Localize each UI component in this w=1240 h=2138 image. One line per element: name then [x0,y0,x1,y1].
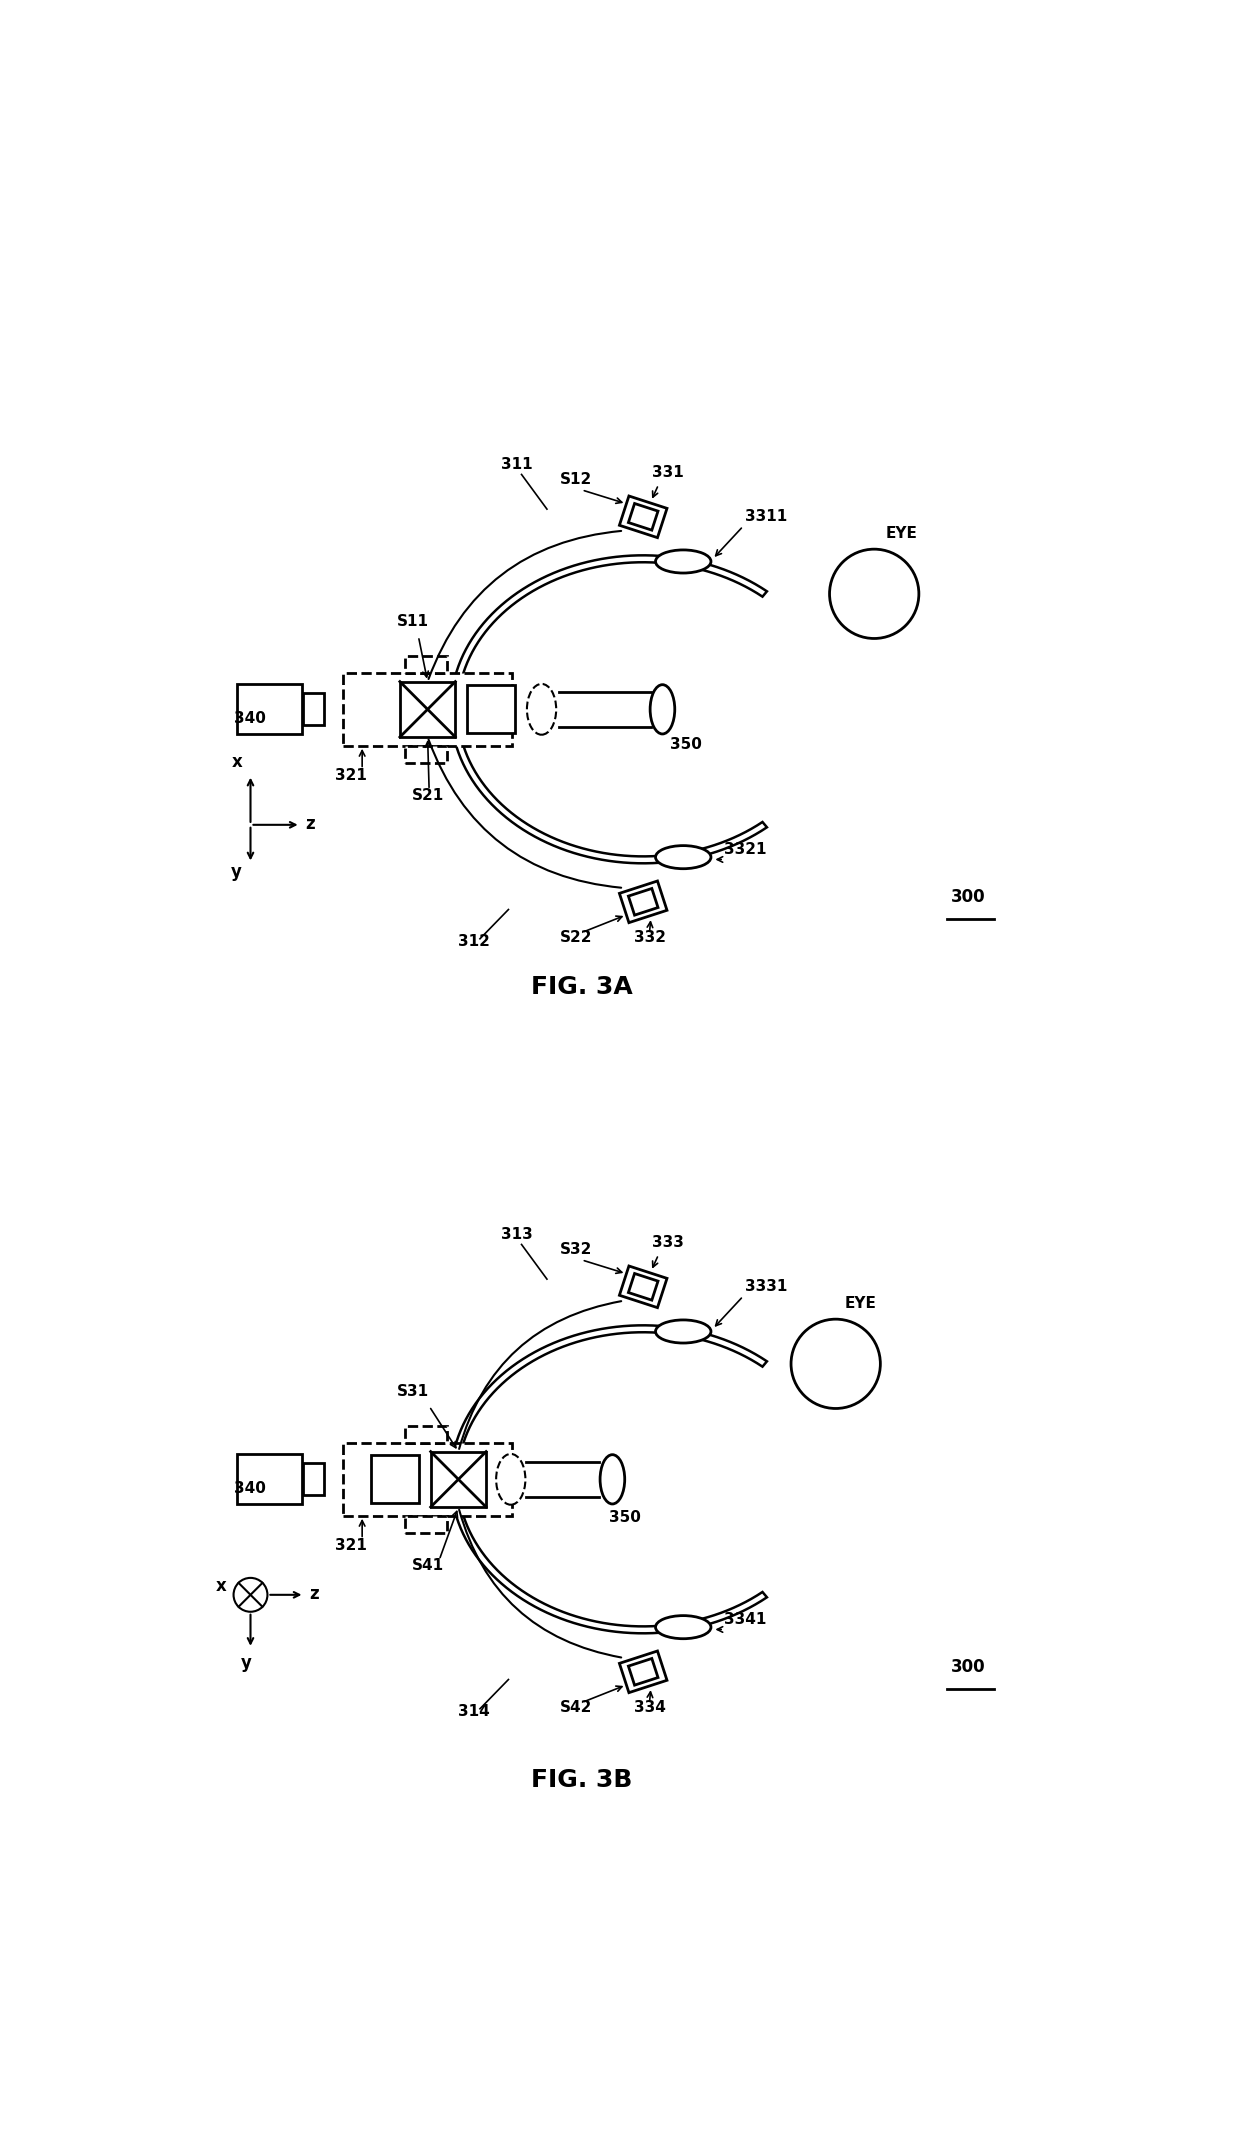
Text: EYE: EYE [844,1296,877,1311]
Bar [404,1516,446,1533]
Ellipse shape [656,549,711,573]
Bar [303,693,325,725]
Bar [404,746,446,763]
Bar [467,686,515,733]
Text: 3331: 3331 [745,1279,787,1293]
Text: 333: 333 [652,1236,684,1251]
Circle shape [830,549,919,639]
Polygon shape [620,1266,667,1308]
Ellipse shape [600,1454,625,1503]
Text: 3341: 3341 [724,1612,766,1627]
Bar [237,1454,303,1505]
Text: S41: S41 [412,1559,444,1574]
Text: S31: S31 [397,1383,429,1398]
Ellipse shape [656,847,711,868]
Text: y: y [242,1655,252,1672]
Text: 350: 350 [670,738,702,753]
Polygon shape [629,1659,658,1685]
Bar [399,682,455,738]
Bar [372,1456,419,1503]
Text: z: z [309,1584,319,1604]
Text: 332: 332 [634,930,666,945]
Text: S22: S22 [560,930,593,945]
Bar [430,1452,486,1507]
Text: S32: S32 [560,1242,593,1257]
Polygon shape [629,889,658,915]
Text: 313: 313 [501,1227,532,1242]
Text: 340: 340 [233,712,265,727]
Text: 331: 331 [652,464,684,479]
Text: EYE: EYE [885,526,918,541]
Text: FIG. 3A: FIG. 3A [531,975,632,998]
Polygon shape [629,1274,658,1300]
Circle shape [233,1578,268,1612]
Text: 321: 321 [335,768,367,783]
Polygon shape [620,1651,667,1693]
Ellipse shape [656,1319,711,1343]
Text: x: x [232,753,242,772]
Text: S11: S11 [397,614,429,629]
Text: 334: 334 [634,1700,666,1715]
Ellipse shape [650,684,675,733]
Circle shape [791,1319,880,1409]
Bar [303,1462,325,1494]
Ellipse shape [496,1454,526,1505]
Ellipse shape [527,684,557,735]
Text: 311: 311 [501,458,532,472]
Bar [343,1443,512,1516]
Text: FIG. 3B: FIG. 3B [531,1768,632,1792]
Text: 3321: 3321 [724,842,766,857]
Polygon shape [629,502,658,530]
Text: 314: 314 [459,1704,490,1719]
Polygon shape [620,496,667,537]
Text: y: y [231,864,242,881]
Bar [343,673,512,746]
Text: 340: 340 [233,1482,265,1497]
Polygon shape [450,1326,766,1633]
Bar [404,656,446,673]
Text: z: z [306,815,315,832]
Text: 350: 350 [609,1509,640,1524]
Text: 300: 300 [951,1657,986,1676]
Text: 3311: 3311 [745,509,787,524]
Text: x: x [216,1578,227,1595]
Text: S42: S42 [560,1700,593,1715]
Polygon shape [620,881,667,924]
Text: 300: 300 [951,887,986,907]
Text: S21: S21 [412,789,444,804]
Bar [404,1426,446,1443]
Polygon shape [450,556,766,864]
Text: S12: S12 [560,472,593,487]
Text: 321: 321 [335,1537,367,1552]
Ellipse shape [656,1616,711,1638]
Text: 312: 312 [459,934,490,949]
Bar [237,684,303,733]
